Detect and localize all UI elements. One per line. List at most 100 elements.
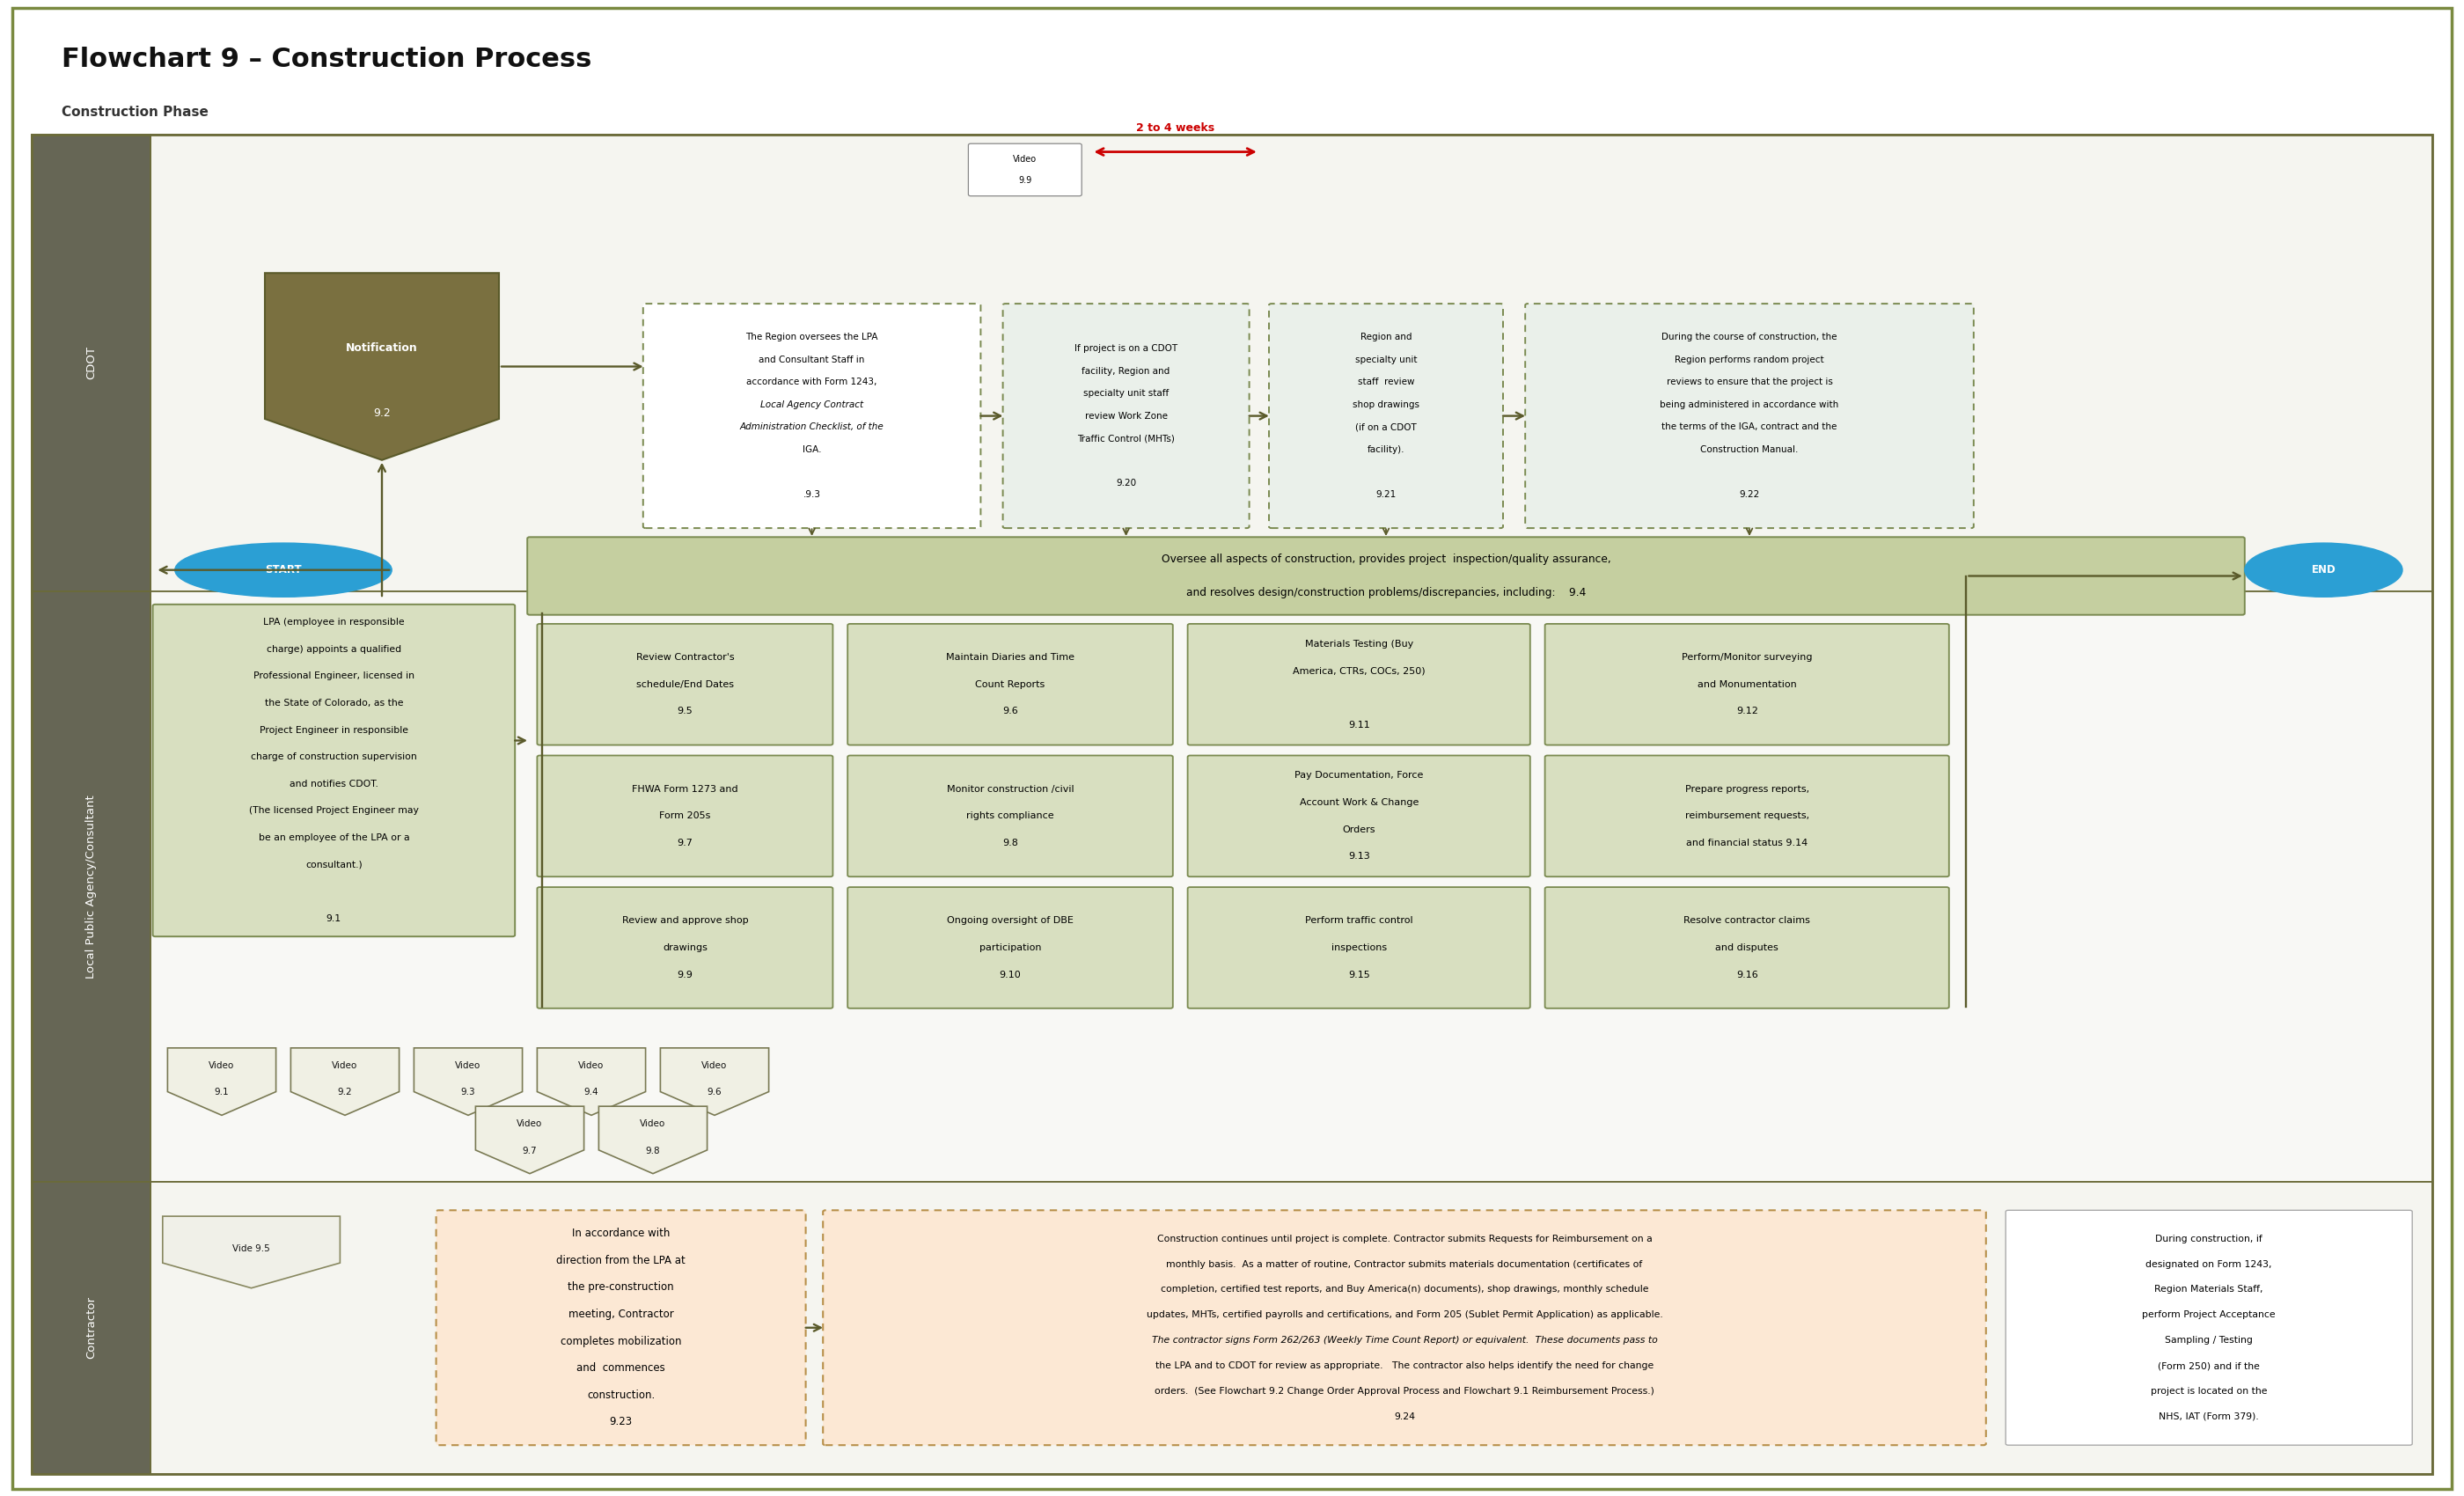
Polygon shape [414, 1047, 522, 1116]
Text: Notification: Notification [345, 343, 419, 353]
Text: monthly basis.  As a matter of routine, Contractor submits materials documentati: monthly basis. As a matter of routine, C… [1165, 1260, 1643, 1269]
Text: 9.22: 9.22 [1740, 491, 1759, 498]
Text: facility, Region and: facility, Region and [1082, 367, 1170, 375]
Text: If project is on a CDOT: If project is on a CDOT [1074, 344, 1178, 353]
FancyBboxPatch shape [32, 135, 150, 591]
Text: 9.24: 9.24 [1395, 1412, 1414, 1421]
Text: (Form 250) and if the: (Form 250) and if the [2158, 1361, 2259, 1370]
Text: Pay Documentation, Force: Pay Documentation, Force [1294, 772, 1424, 779]
Text: shop drawings: shop drawings [1353, 401, 1419, 408]
Text: During the course of construction, the: During the course of construction, the [1661, 334, 1838, 341]
Text: the State of Colorado, as the: the State of Colorado, as the [264, 699, 404, 708]
Text: 9.3: 9.3 [461, 1088, 476, 1097]
Text: Count Reports: Count Reports [976, 681, 1045, 688]
Text: completes mobilization: completes mobilization [559, 1336, 683, 1346]
Text: Materials Testing (Buy: Materials Testing (Buy [1303, 640, 1414, 648]
Text: Traffic Control (MHTs): Traffic Control (MHTs) [1077, 434, 1175, 443]
Text: 9.1: 9.1 [214, 1088, 229, 1097]
Text: schedule/End Dates: schedule/End Dates [636, 681, 734, 688]
Text: Vide 9.5: Vide 9.5 [232, 1245, 271, 1254]
Text: Monitor construction /civil: Monitor construction /civil [946, 785, 1074, 793]
Text: charge) appoints a qualified: charge) appoints a qualified [266, 645, 402, 654]
Text: .9.3: .9.3 [803, 491, 821, 498]
Text: specialty unit staff: specialty unit staff [1084, 389, 1168, 398]
Text: Construction continues until project is complete. Contractor submits Requests fo: Construction continues until project is … [1158, 1234, 1651, 1243]
Text: 9.6: 9.6 [707, 1088, 722, 1097]
Text: be an employee of the LPA or a: be an employee of the LPA or a [259, 833, 409, 842]
Text: 9.2: 9.2 [372, 407, 392, 419]
Text: and Monumentation: and Monumentation [1698, 681, 1796, 688]
Text: consultant.): consultant.) [306, 860, 362, 869]
FancyBboxPatch shape [848, 624, 1173, 745]
Text: 9.8: 9.8 [646, 1146, 660, 1155]
Text: Review and approve shop: Review and approve shop [621, 917, 749, 925]
FancyBboxPatch shape [537, 887, 833, 1008]
Text: END: END [2311, 564, 2336, 576]
Text: Contractor: Contractor [86, 1297, 96, 1358]
Text: Video: Video [641, 1119, 665, 1128]
Text: 9.12: 9.12 [1737, 708, 1757, 715]
Text: Region performs random project: Region performs random project [1676, 356, 1823, 364]
Text: Account Work & Change: Account Work & Change [1299, 799, 1419, 806]
Text: construction.: construction. [586, 1390, 655, 1400]
FancyBboxPatch shape [1269, 304, 1503, 528]
Text: START: START [266, 564, 301, 576]
Text: 2 to 4 weeks: 2 to 4 weeks [1136, 123, 1215, 135]
Text: updates, MHTs, certified payrolls and certifications, and Form 205 (Sublet Permi: updates, MHTs, certified payrolls and ce… [1146, 1310, 1663, 1319]
Text: completion, certified test reports, and Buy America(n) documents), shop drawings: completion, certified test reports, and … [1161, 1285, 1648, 1294]
Text: 9.9: 9.9 [1018, 177, 1032, 184]
Text: Video: Video [333, 1061, 357, 1070]
Text: reviews to ensure that the project is: reviews to ensure that the project is [1666, 378, 1833, 386]
FancyBboxPatch shape [968, 144, 1082, 196]
FancyBboxPatch shape [1545, 887, 1949, 1008]
Text: The contractor signs Form 262/263 (Weekly Time Count Report) or equivalent.  The: The contractor signs Form 262/263 (Weekl… [1151, 1336, 1658, 1345]
Text: 9.23: 9.23 [609, 1417, 633, 1427]
Text: Review Contractor's: Review Contractor's [636, 654, 734, 661]
Text: Resolve contractor claims: Resolve contractor claims [1683, 917, 1811, 925]
Text: the terms of the IGA, contract and the: the terms of the IGA, contract and the [1661, 423, 1838, 431]
Text: CDOT: CDOT [86, 346, 96, 380]
Text: 9.1: 9.1 [325, 914, 342, 923]
FancyBboxPatch shape [1188, 624, 1530, 745]
Text: Administration Checklist, of the: Administration Checklist, of the [739, 423, 885, 431]
Ellipse shape [2245, 543, 2402, 597]
Text: 9.7: 9.7 [678, 839, 692, 847]
Text: reimbursement requests,: reimbursement requests, [1685, 812, 1809, 820]
Text: inspections: inspections [1331, 944, 1387, 951]
Polygon shape [291, 1047, 399, 1116]
Text: and notifies CDOT.: and notifies CDOT. [288, 779, 379, 788]
Text: FHWA Form 1273 and: FHWA Form 1273 and [631, 785, 739, 793]
Text: project is located on the: project is located on the [2151, 1387, 2267, 1396]
Text: Video: Video [517, 1119, 542, 1128]
Text: 9.20: 9.20 [1116, 479, 1136, 488]
FancyBboxPatch shape [153, 604, 515, 936]
Text: 9.16: 9.16 [1737, 971, 1757, 978]
Text: Maintain Diaries and Time: Maintain Diaries and Time [946, 654, 1074, 661]
Text: and Consultant Staff in: and Consultant Staff in [759, 356, 865, 364]
Text: Construction Manual.: Construction Manual. [1700, 446, 1799, 453]
Text: 9.2: 9.2 [338, 1088, 352, 1097]
FancyBboxPatch shape [643, 304, 981, 528]
FancyBboxPatch shape [537, 755, 833, 877]
Text: the LPA and to CDOT for review as appropriate.   The contractor also helps ident: the LPA and to CDOT for review as approp… [1156, 1361, 1653, 1370]
Text: (if on a CDOT: (if on a CDOT [1355, 423, 1417, 431]
Text: 9.5: 9.5 [678, 708, 692, 715]
Text: Orders: Orders [1343, 826, 1375, 833]
Text: designated on Form 1243,: designated on Form 1243, [2146, 1260, 2272, 1269]
FancyBboxPatch shape [32, 591, 150, 1182]
Text: Flowchart 9 – Construction Process: Flowchart 9 – Construction Process [62, 46, 591, 73]
Text: America, CTRs, COCs, 250): America, CTRs, COCs, 250) [1294, 667, 1424, 675]
Text: and disputes: and disputes [1715, 944, 1779, 951]
Text: 9.4: 9.4 [584, 1088, 599, 1097]
FancyBboxPatch shape [12, 7, 2452, 1489]
Text: 9.11: 9.11 [1348, 721, 1370, 729]
FancyBboxPatch shape [1525, 304, 1974, 528]
Text: and financial status 9.14: and financial status 9.14 [1685, 839, 1809, 847]
Text: 9.6: 9.6 [1003, 708, 1018, 715]
Text: 9.15: 9.15 [1348, 971, 1370, 978]
Text: Project Engineer in responsible: Project Engineer in responsible [259, 726, 409, 735]
Text: Video: Video [702, 1061, 727, 1070]
Polygon shape [266, 274, 498, 461]
Text: LPA (employee in responsible: LPA (employee in responsible [264, 618, 404, 627]
Text: meeting, Contractor: meeting, Contractor [569, 1309, 673, 1319]
